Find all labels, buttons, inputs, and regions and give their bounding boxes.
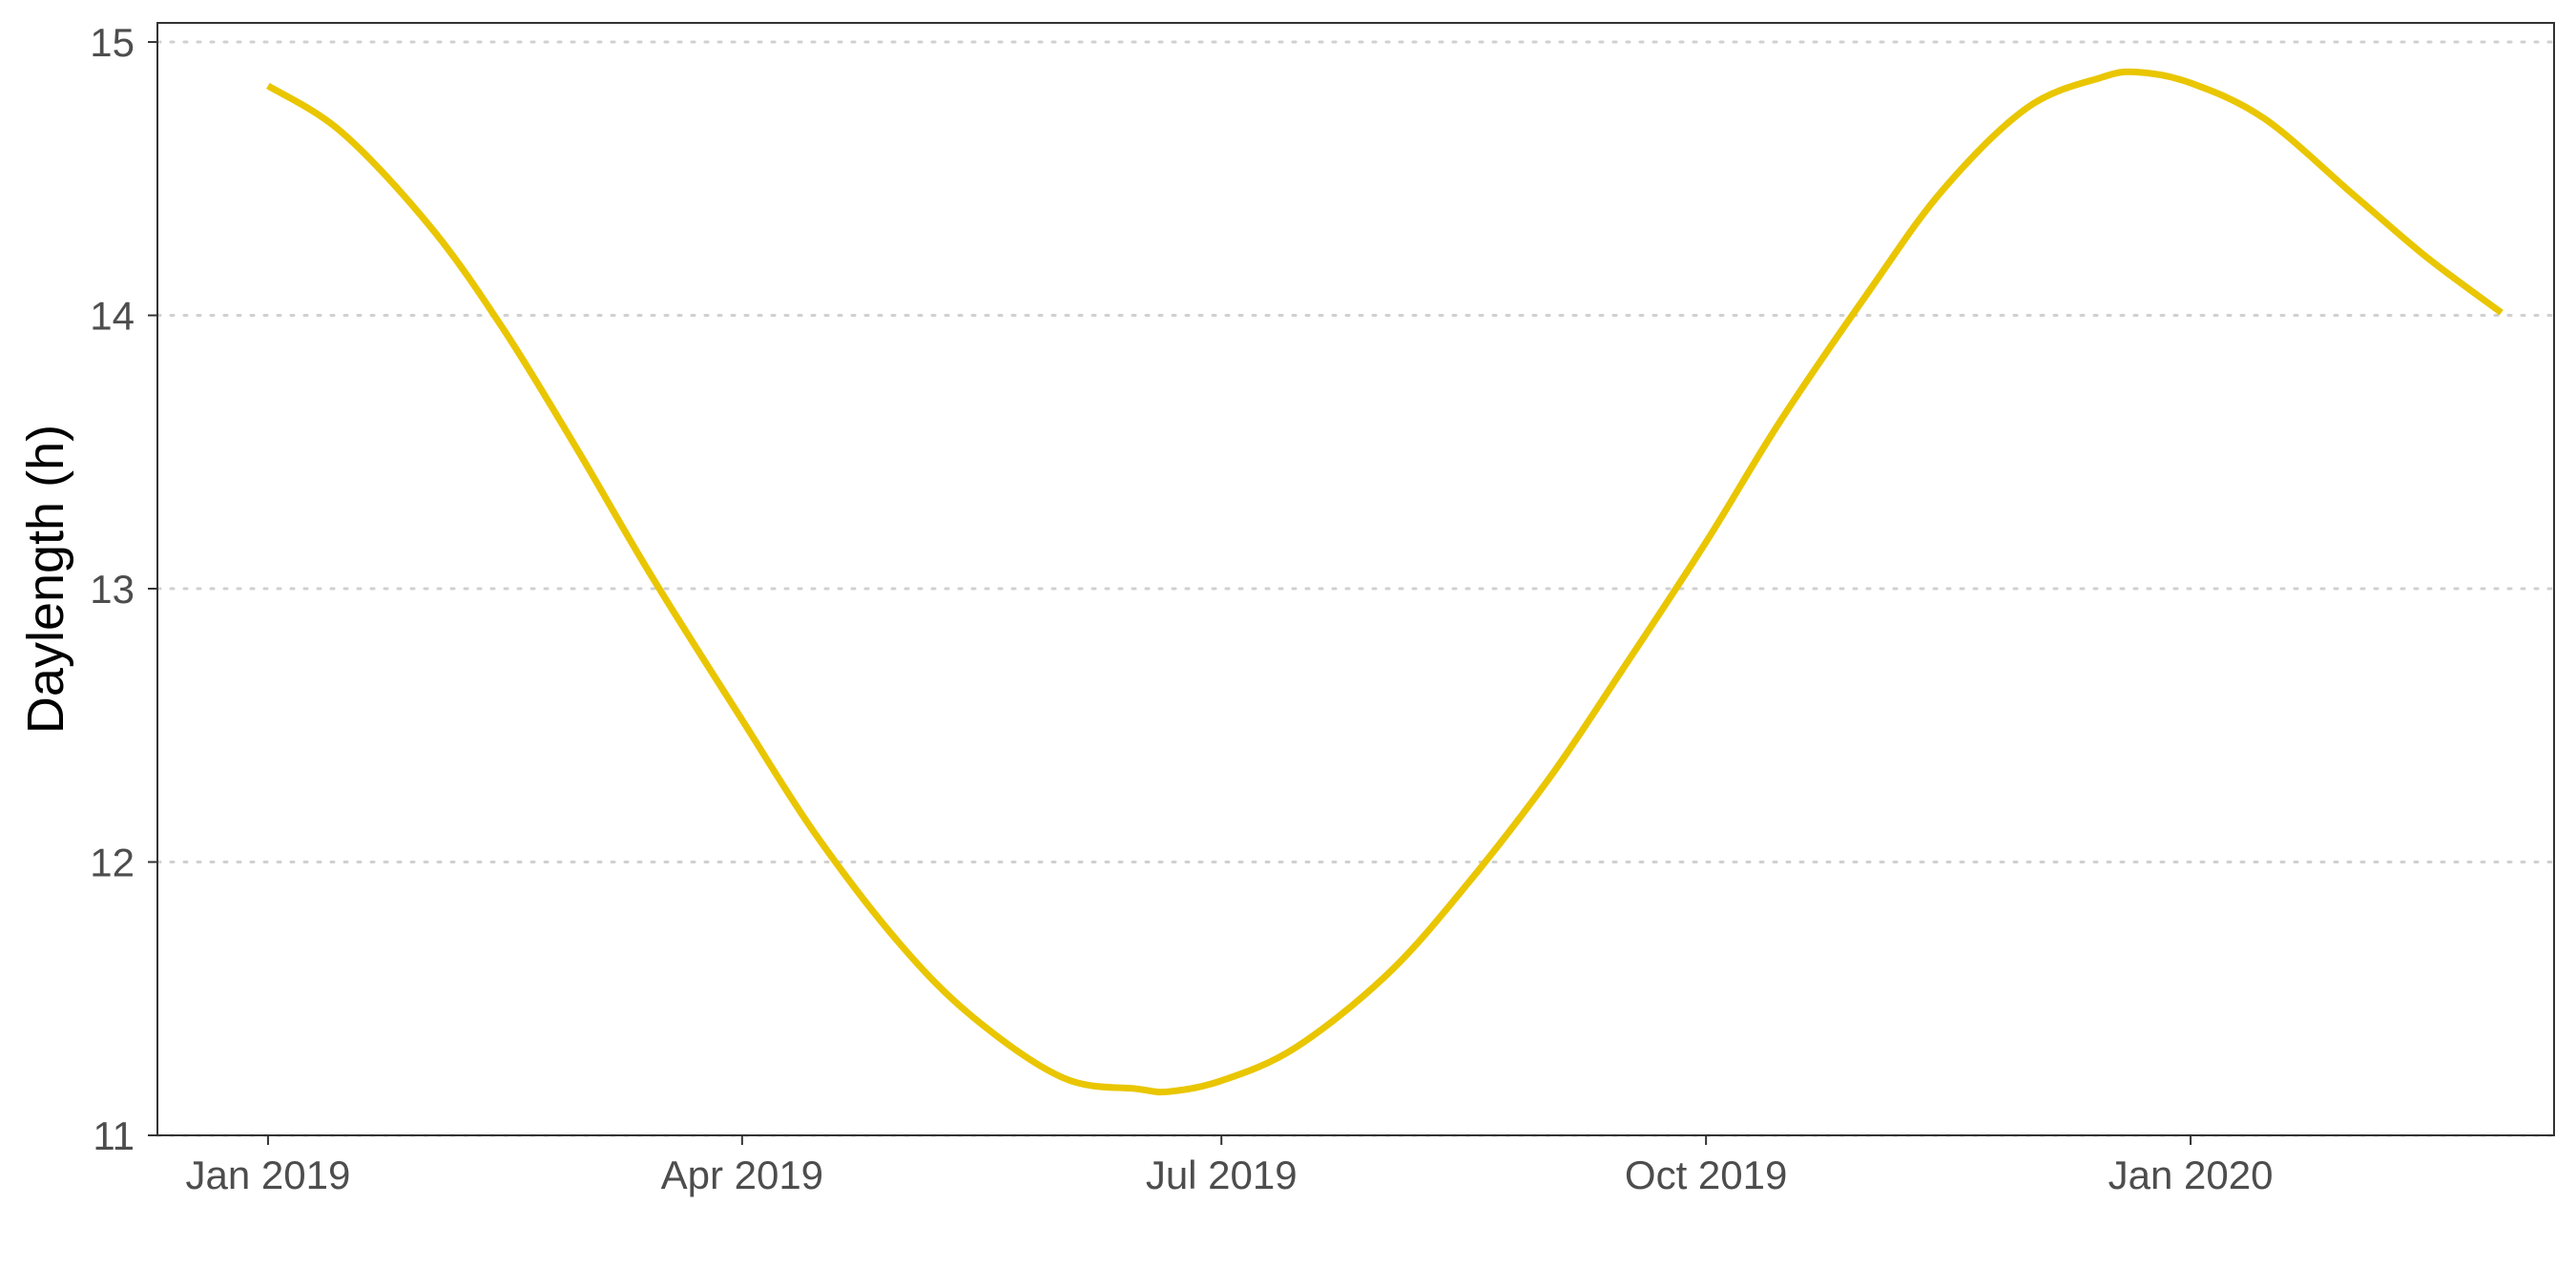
x-tick-label: Jan 2019 (186, 1153, 351, 1197)
daylength-series-line (266, 68, 2503, 1096)
y-tick-label: 15 (90, 20, 135, 65)
y-tick-label: 13 (90, 567, 135, 612)
x-tick-label: Jan 2020 (2109, 1153, 2274, 1197)
y-tick-label: 12 (90, 841, 135, 885)
x-tick-label: Oct 2019 (1625, 1153, 1787, 1197)
x-tick-label: Apr 2019 (661, 1153, 823, 1197)
y-axis-title: Daylength (h) (17, 425, 74, 734)
x-axis: Jan 2019 Apr 2019 Jul 2019 Oct 2019 Jan 2020 (186, 1135, 2274, 1197)
x-tick-label: Jul 2019 (1146, 1153, 1298, 1197)
series-layer (266, 68, 2503, 1096)
y-tick-label: 14 (90, 294, 135, 339)
panel-border (156, 22, 2555, 1136)
y-axis: 11 12 13 14 15 (90, 20, 157, 1158)
y-tick-label: 11 (93, 1113, 135, 1158)
